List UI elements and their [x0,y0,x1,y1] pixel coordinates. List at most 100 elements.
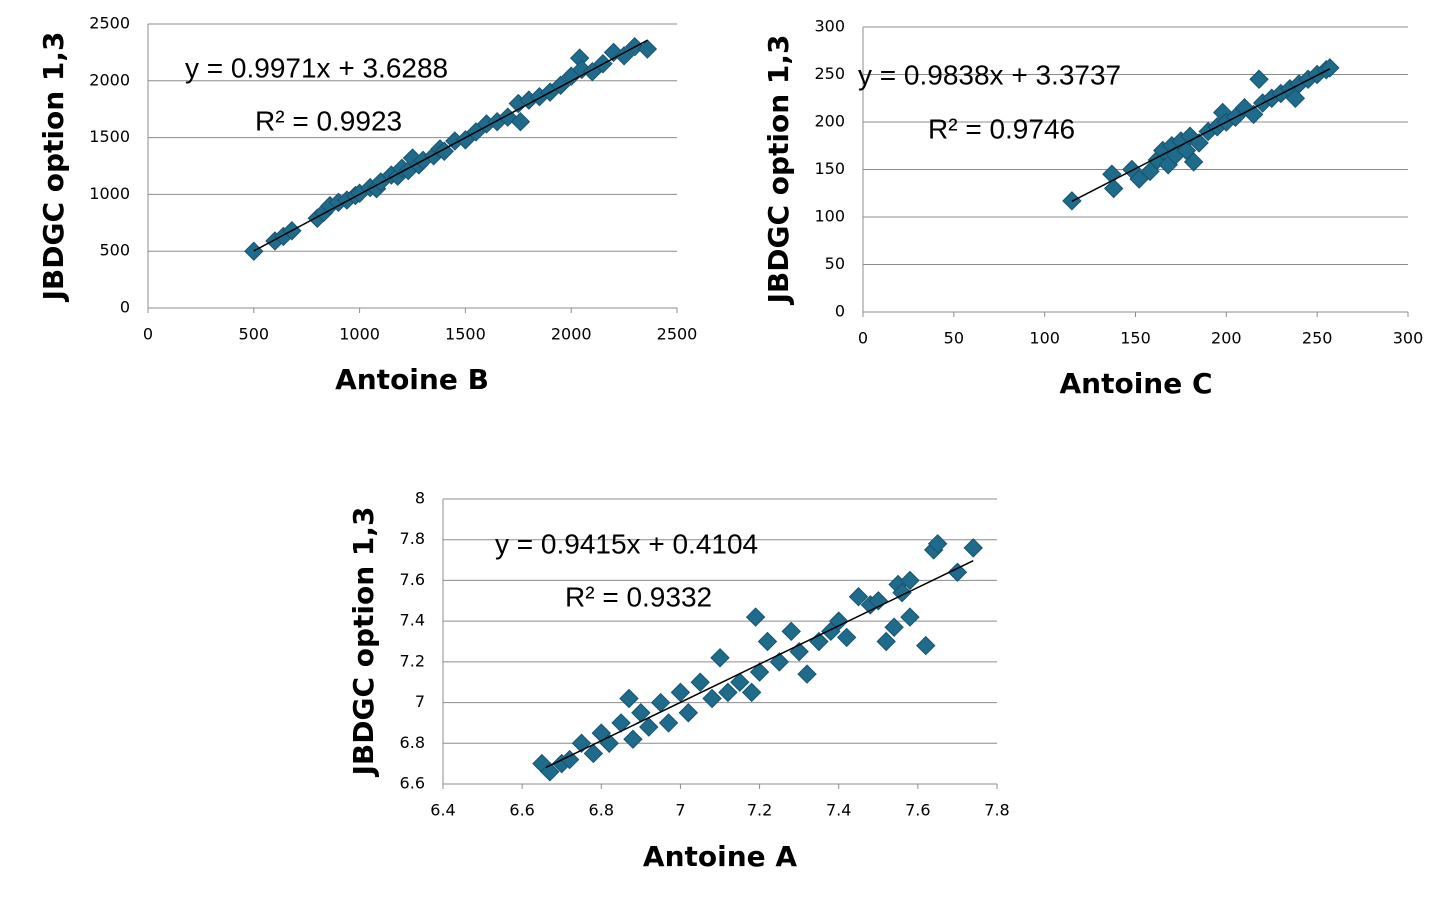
point [745,607,766,627]
point [658,713,679,733]
r-squared: R² = 0.9923 [255,105,402,136]
point [900,607,920,627]
point [797,664,817,684]
y-tick-label: 0 [835,302,845,321]
y-axis-title: JBDGC option 1,3 [762,34,795,305]
r-squared: R² = 0.9332 [565,581,712,612]
y-tick-label: 7.8 [400,529,425,548]
x-tick-label: 50 [944,329,964,348]
y-tick-label: 0 [120,298,130,317]
point [244,241,264,261]
y-tick-label: 50 [825,254,845,273]
y-axis-title: JBDGC option 1,3 [347,506,380,777]
trendline [545,560,974,769]
point [963,538,983,558]
point [829,611,849,631]
point [619,688,639,709]
r-squared: R² = 0.9746 [928,113,1075,144]
point [639,717,659,737]
x-tick-label: 7.2 [747,801,772,820]
y-tick-label: 1000 [89,184,130,203]
point [730,672,750,692]
x-tick-label: 100 [1029,329,1060,348]
y-tick-label: 8 [415,489,425,508]
point [540,762,560,782]
point [690,672,710,692]
y-tick-label: 7.6 [400,570,425,589]
y-tick-label: 7.4 [400,611,425,630]
point [510,111,531,132]
point [614,46,634,66]
y-tick-label: 2500 [89,14,130,33]
point [718,682,738,703]
chart: 0 50 100 150 200 250 300 0 50 100 150 200 250 300 y = … [762,17,1423,401]
equation: y = 0.9838x + 3.3737 [858,59,1121,90]
point [637,39,658,59]
trendline [253,39,648,252]
y-axis-title: JBDGC option 1,3 [37,31,70,302]
y-tick-label: 300 [814,17,845,36]
y-tick-label: 7.2 [400,651,425,670]
point [741,682,762,703]
y-tick-label: 6.6 [400,774,425,793]
y-tick-label: 500 [99,241,130,260]
y-tick-label: 150 [814,159,845,178]
x-tick-label: 200 [1211,329,1242,348]
x-tick-label: 500 [239,325,270,344]
point [670,682,691,703]
point [916,635,936,656]
x-tick-label: 7.4 [826,801,851,820]
equation: y = 0.9971x + 3.6288 [185,52,448,83]
point [900,570,920,591]
point [583,743,604,764]
x-tick-label: 150 [1120,329,1151,348]
y-tick-label: 1500 [89,127,130,146]
point [702,688,722,709]
y-tick-label: 200 [814,112,845,131]
point [559,749,580,770]
point [623,729,643,749]
point [1183,152,1204,172]
point [927,534,948,554]
point [710,648,730,668]
x-tick-label: 1000 [339,325,380,344]
point [611,713,631,733]
x-tick-label: 6.4 [430,801,455,820]
x-tick-label: 250 [1302,329,1333,348]
point [876,631,896,652]
x-tick-label: 0 [858,329,868,348]
x-tick-label: 300 [1393,329,1424,348]
point [836,627,857,648]
y-tick-label: 2000 [89,70,130,89]
point [678,703,699,723]
x-tick-label: 2500 [657,325,698,344]
point [769,652,790,672]
x-axis-title: Antoine C [1059,367,1212,400]
x-axis-title: Antoine A [643,840,797,873]
point [571,733,592,753]
point [757,631,778,652]
y-tick-label: 6.8 [400,733,425,752]
x-tick-label: 7 [675,801,685,820]
point [781,621,801,642]
y-tick-label: 100 [814,207,845,226]
point [848,587,869,607]
point [947,562,968,582]
x-tick-label: 0 [143,325,153,344]
x-tick-label: 7.8 [984,801,1009,820]
point [868,591,888,611]
y-tick-label: 7 [415,692,425,711]
x-tick-label: 7.6 [905,801,930,820]
x-tick-label: 6.6 [509,801,534,820]
x-tick-label: 6.8 [589,801,614,820]
x-tick-label: 2000 [551,325,592,344]
y-tick-label: 250 [814,64,845,83]
x-axis-title: Antoine B [335,363,489,396]
trendline [1071,68,1331,202]
point [749,662,770,682]
equation: y = 0.9415x + 0.4104 [495,528,758,559]
point [1320,58,1340,78]
point [1285,88,1306,108]
point [1249,69,1269,89]
